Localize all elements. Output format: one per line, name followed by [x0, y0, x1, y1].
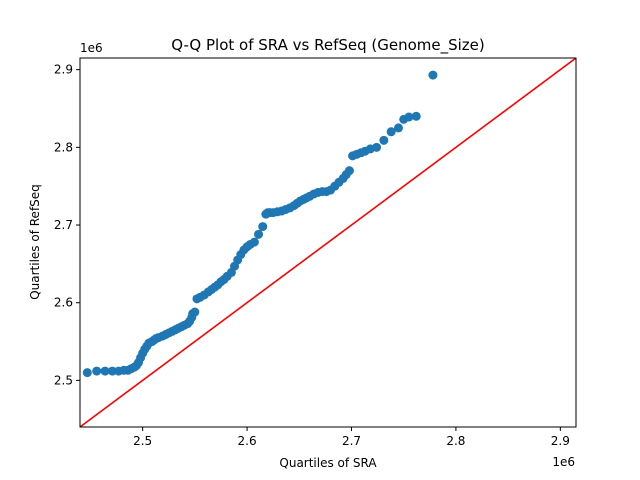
scatter-point	[92, 366, 102, 376]
y-tick-label: 2.9	[54, 63, 73, 77]
scatter-point	[82, 368, 92, 378]
reference-line	[80, 58, 576, 427]
y-offset-label: 1e6	[80, 41, 103, 55]
x-offset-label: 1e6	[552, 455, 575, 469]
x-tick-label: 2.8	[446, 434, 465, 448]
scatter-point	[190, 307, 200, 317]
scatter-point	[258, 222, 268, 232]
x-tick-label: 2.7	[342, 434, 361, 448]
y-tick-label: 2.8	[54, 140, 73, 154]
y-axis-ticks: 2.5 2.6 2.7 2.8 2.9	[54, 63, 80, 387]
scatter-point	[404, 112, 414, 122]
scatter-point	[393, 123, 403, 133]
scatter-point	[344, 166, 354, 176]
scatter-point	[107, 366, 117, 376]
y-tick-label: 2.5	[54, 373, 73, 387]
x-axis-label: Quartiles of SRA	[279, 456, 377, 470]
scatter-point	[249, 237, 259, 247]
scatter-point	[386, 127, 396, 137]
x-tick-label: 2.6	[238, 434, 257, 448]
plot-area	[80, 58, 576, 427]
scatter-points	[82, 70, 438, 378]
y-tick-label: 2.6	[54, 296, 73, 310]
scatter-point	[254, 229, 264, 239]
y-axis-label: Quartiles of RefSeq	[28, 184, 42, 300]
plot-frame	[79, 57, 577, 428]
y-tick-label: 2.7	[54, 218, 73, 232]
chart-title: Q-Q Plot of SRA vs RefSeq (Genome_Size)	[171, 36, 485, 55]
scatter-point	[379, 135, 389, 145]
scatter-point	[100, 366, 110, 376]
x-tick-label: 2.5	[133, 434, 152, 448]
scatter-point	[411, 111, 421, 121]
x-axis-ticks: 2.5 2.6 2.7 2.8 2.9	[133, 427, 570, 448]
scatter-point	[428, 70, 438, 80]
x-tick-label: 2.9	[551, 434, 570, 448]
scatter-point	[372, 142, 382, 152]
